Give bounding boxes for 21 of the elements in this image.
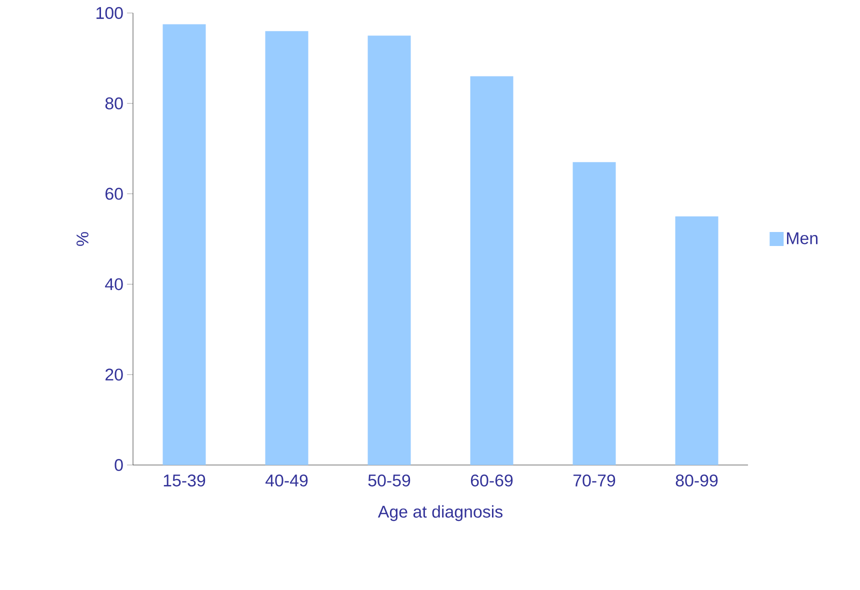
bar (675, 216, 718, 465)
x-tick-label: 50-59 (368, 474, 410, 486)
y-tick-label: 20 (106, 368, 123, 381)
bar (265, 31, 308, 465)
x-tick-label: 40-49 (265, 474, 308, 486)
y-tick-label: 40 (105, 278, 123, 290)
x-tick-label: 15-39 (164, 474, 206, 486)
y-tick-label: 60 (106, 188, 123, 200)
x-tick-label: 60-69 (470, 474, 513, 486)
bar (368, 36, 411, 465)
y-axis-title: % (76, 232, 88, 246)
legend-label: Men (787, 232, 818, 244)
y-tick-label: 80 (105, 97, 123, 110)
bar (162, 24, 206, 465)
x-tick-label: 80-99 (676, 474, 718, 486)
x-tick-label: 70-79 (573, 474, 616, 486)
y-tick-label: 0 (114, 459, 123, 472)
bar (470, 76, 514, 465)
bar (572, 162, 616, 465)
y-tick-label: 100 (96, 7, 123, 19)
x-axis-title: Age at diagnosis (378, 505, 502, 522)
